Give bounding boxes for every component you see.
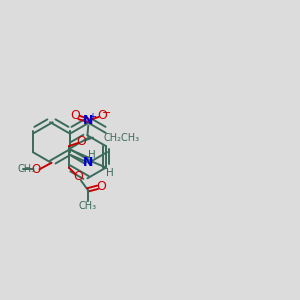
Text: N: N — [83, 114, 94, 127]
Text: O: O — [70, 109, 80, 122]
Text: H: H — [88, 150, 95, 160]
Text: H: H — [106, 168, 113, 178]
Text: CH₂CH₃: CH₂CH₃ — [103, 133, 140, 142]
Text: +: + — [88, 112, 96, 122]
Text: O: O — [74, 170, 83, 184]
Text: O: O — [97, 109, 107, 122]
Text: CH₃: CH₃ — [18, 164, 36, 174]
Text: CH₃: CH₃ — [79, 201, 97, 211]
Text: N: N — [83, 156, 94, 170]
Text: O: O — [97, 180, 106, 193]
Text: O: O — [32, 163, 41, 176]
Text: O: O — [76, 135, 86, 148]
Text: −: − — [102, 108, 111, 118]
